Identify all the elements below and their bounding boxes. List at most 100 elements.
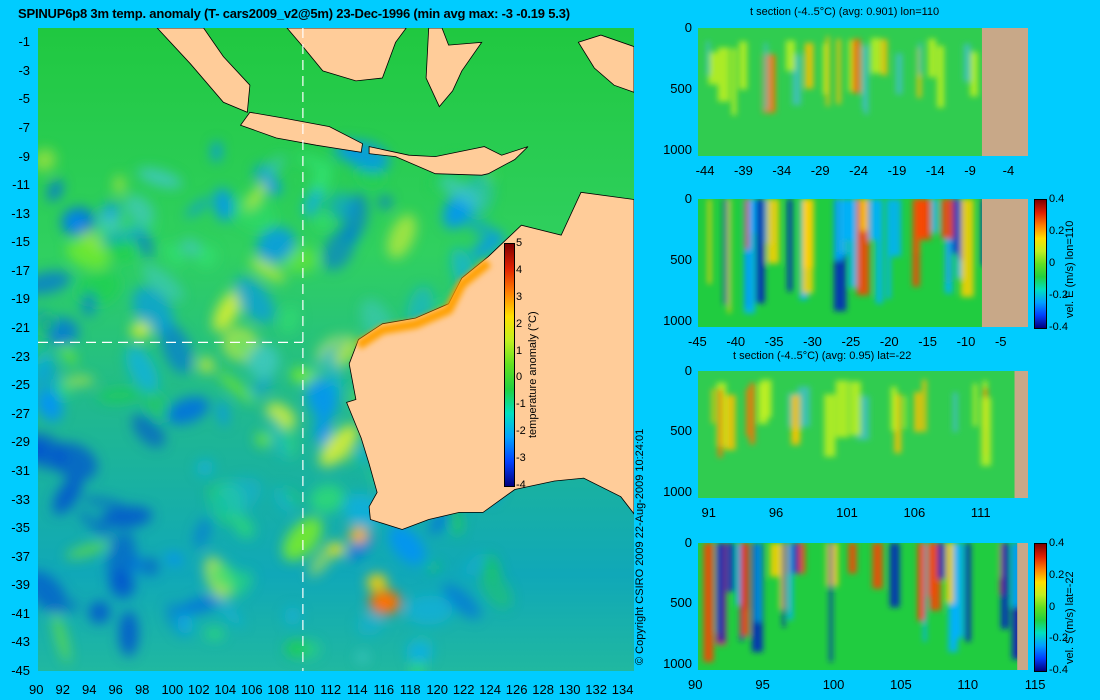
section-feature bbox=[787, 543, 793, 620]
section-feature bbox=[824, 394, 836, 457]
map-colorbar-tick: 5 bbox=[516, 237, 523, 249]
eddy bbox=[66, 239, 110, 270]
section-x-tick: -34 bbox=[772, 163, 792, 178]
sulawesi-landmass bbox=[425, 27, 483, 108]
section-y-tick: 1000 bbox=[663, 483, 692, 499]
section-x-tick: 106 bbox=[903, 505, 926, 520]
section-feature bbox=[794, 543, 806, 574]
eddy bbox=[212, 141, 222, 162]
section-feature bbox=[914, 392, 922, 432]
map-y-tick: -29 bbox=[11, 434, 30, 450]
eddy bbox=[234, 276, 275, 323]
eddy bbox=[130, 321, 152, 339]
map-y-tick: -43 bbox=[11, 634, 30, 650]
map-colorbar-tick: 3 bbox=[516, 290, 523, 303]
map-y-tick: -33 bbox=[11, 491, 30, 507]
map-colorbar-tick: 2 bbox=[516, 317, 523, 330]
section-feature bbox=[953, 543, 964, 638]
section-x-tick: 101 bbox=[836, 505, 858, 520]
section-land bbox=[1017, 543, 1028, 670]
map-y-tick: -31 bbox=[11, 462, 30, 478]
sumatra-landmass bbox=[156, 27, 251, 113]
eddy bbox=[425, 562, 442, 573]
map-x-tick: 126 bbox=[505, 682, 528, 697]
eddy bbox=[216, 370, 256, 405]
section-colorbar-tick: 0.2 bbox=[1049, 568, 1065, 581]
section-x-tick: 111 bbox=[970, 505, 991, 520]
section-feature bbox=[703, 543, 714, 662]
section-feature bbox=[903, 395, 907, 429]
section-panel-u_lon110[interactable] bbox=[698, 199, 1028, 327]
section-colorbar-tick: 0 bbox=[1049, 257, 1056, 269]
section-feature bbox=[826, 36, 830, 107]
section-colorbar-tick: -0.4 bbox=[1049, 321, 1068, 333]
eddy bbox=[263, 154, 286, 178]
section-x-tick: -30 bbox=[803, 334, 822, 349]
eddy bbox=[141, 557, 160, 576]
section-x-tick: -4 bbox=[1002, 163, 1015, 178]
map-x-tick: 96 bbox=[108, 682, 123, 697]
section-feature bbox=[945, 543, 954, 604]
section-feature bbox=[964, 543, 971, 642]
t-lat22-title: t section (-4..5°C) (avg: 0.95) lat=-22 bbox=[733, 350, 912, 362]
section-feature bbox=[739, 41, 748, 90]
eddy bbox=[106, 531, 136, 584]
vel-south-colorbar bbox=[1034, 543, 1047, 672]
eddy bbox=[65, 541, 111, 559]
map-y-tick: -35 bbox=[11, 520, 30, 536]
map-x-tick: 114 bbox=[346, 682, 368, 697]
section-panel-v_lat22[interactable] bbox=[698, 543, 1028, 670]
eddy bbox=[119, 610, 139, 657]
section-colorbar-tick: -0.4 bbox=[1049, 664, 1068, 676]
section-feature bbox=[749, 382, 755, 445]
eddy bbox=[462, 553, 484, 578]
map-x-tick: 112 bbox=[320, 682, 342, 697]
eddy bbox=[160, 324, 193, 374]
section-feature bbox=[836, 38, 841, 105]
section-feature bbox=[952, 392, 958, 433]
map-y-tick: -37 bbox=[11, 548, 30, 564]
map-x-tick: 102 bbox=[187, 682, 210, 697]
eddy bbox=[316, 215, 330, 229]
eddy bbox=[193, 517, 212, 549]
eddy bbox=[231, 194, 277, 232]
section-feature bbox=[872, 543, 883, 589]
eddy bbox=[319, 424, 359, 467]
section-feature bbox=[740, 543, 750, 637]
eddy bbox=[296, 153, 333, 172]
section-feature bbox=[937, 543, 947, 579]
section-panel-t_lat22[interactable] bbox=[698, 371, 1028, 498]
section-panel-t_lon110[interactable] bbox=[698, 28, 1028, 156]
section-x-tick: -14 bbox=[925, 163, 945, 178]
map-y-tick: -41 bbox=[11, 605, 30, 621]
section-x-tick: -29 bbox=[810, 163, 830, 178]
map-x-tick: 120 bbox=[426, 682, 449, 697]
section-feature bbox=[894, 394, 902, 454]
eddy bbox=[440, 177, 482, 206]
section-feature bbox=[785, 40, 796, 71]
map-y-tick: -9 bbox=[18, 148, 30, 164]
map-y-tick: -7 bbox=[18, 120, 30, 136]
eddy bbox=[282, 517, 323, 561]
section-feature bbox=[745, 199, 749, 250]
temperature-anomaly-map[interactable] bbox=[20, 27, 635, 683]
section-colorbar-tick: -0.2 bbox=[1049, 632, 1068, 645]
vel-east-colorbar-label: vel. E (m/s) lon=110 bbox=[1064, 220, 1076, 318]
eddy bbox=[246, 344, 280, 379]
section-colorbar-tick: 0 bbox=[1049, 600, 1056, 613]
eddy bbox=[180, 238, 202, 257]
section-feature bbox=[1000, 543, 1010, 629]
section-feature bbox=[886, 199, 891, 299]
section-feature bbox=[764, 42, 768, 110]
copyright-text: © Copyright CSIRO 2009 22-Aug-2009 10:24… bbox=[634, 428, 646, 665]
warm-eddy bbox=[369, 590, 402, 615]
section-x-tick: 90 bbox=[688, 677, 703, 692]
eddy bbox=[406, 639, 433, 663]
borneo-landmass bbox=[286, 27, 407, 82]
map-colorbar-tick: -4 bbox=[516, 479, 526, 491]
warm-eddy bbox=[367, 574, 388, 591]
map-x-tick: 110 bbox=[293, 682, 315, 697]
section-feature bbox=[829, 543, 833, 662]
eddy bbox=[125, 346, 159, 393]
eddy bbox=[306, 376, 338, 419]
